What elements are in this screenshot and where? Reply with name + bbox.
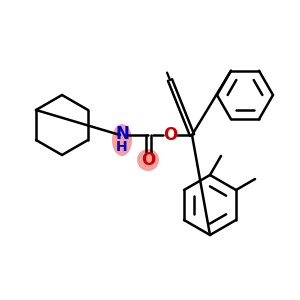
Text: N: N [115,125,129,143]
Ellipse shape [112,124,132,156]
Text: O: O [163,126,177,144]
Ellipse shape [137,149,159,171]
Text: H: H [116,140,128,154]
Text: O: O [141,151,155,169]
